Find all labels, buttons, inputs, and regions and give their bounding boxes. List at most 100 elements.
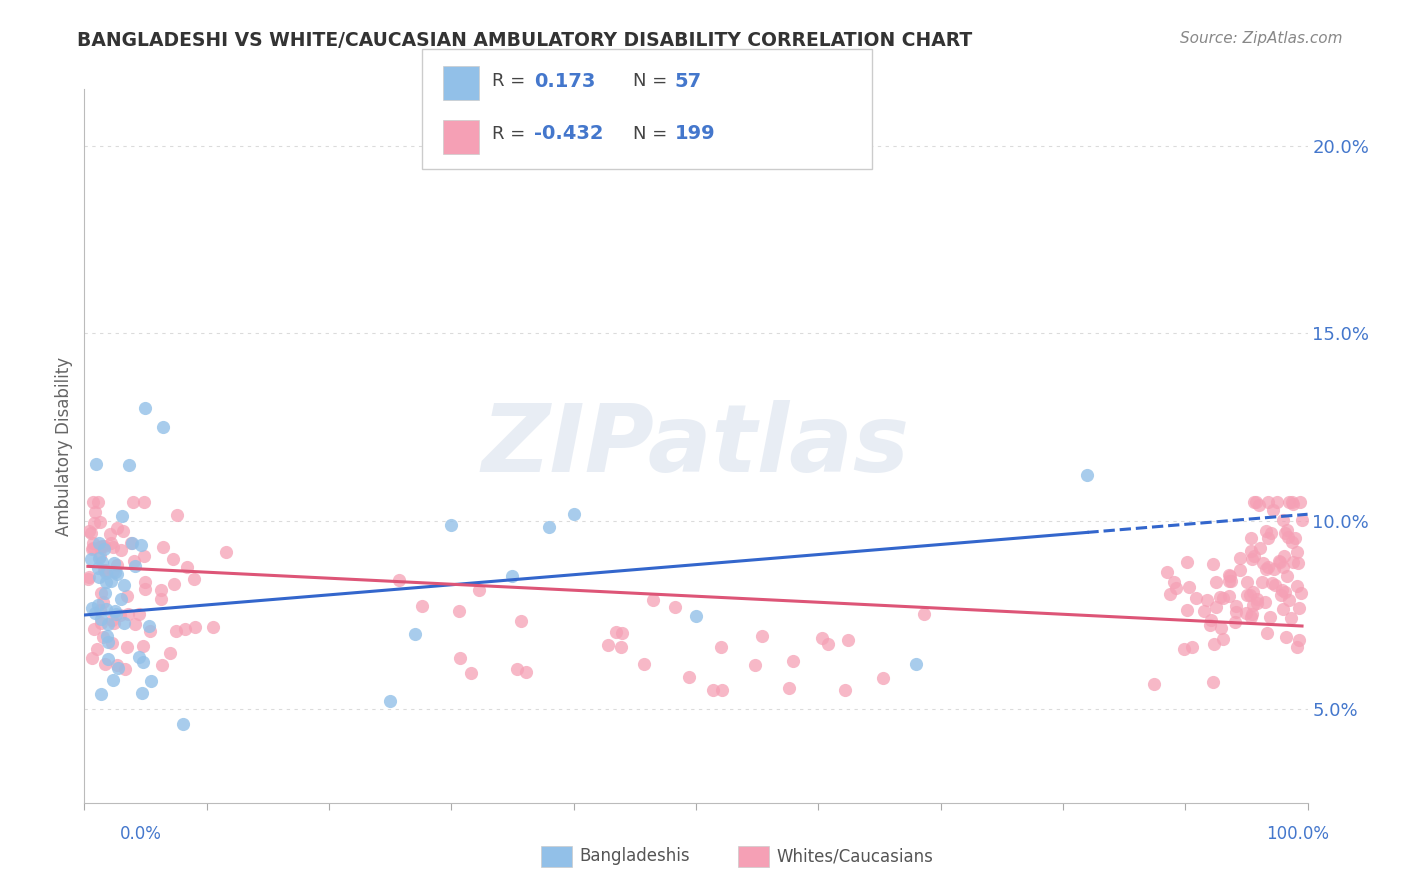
Point [86, 457, 108, 471]
Point [1218, 567, 1240, 582]
Point [1163, 574, 1185, 589]
Point [1240, 552, 1263, 566]
Point [1241, 598, 1264, 612]
Point [1251, 556, 1274, 570]
Point [107, 661, 129, 675]
Text: 57: 57 [675, 72, 702, 91]
Point [1256, 524, 1278, 538]
Point [82, 495, 104, 509]
Point [1272, 602, 1295, 616]
Point [104, 565, 127, 579]
Point [1199, 613, 1222, 627]
Point [103, 673, 125, 687]
Point [1159, 586, 1181, 600]
Point [1243, 549, 1265, 563]
Point [105, 567, 128, 582]
Point [1260, 576, 1282, 591]
Point [1246, 591, 1268, 606]
Point [1274, 549, 1296, 563]
Point [89, 535, 111, 549]
Point [1288, 601, 1310, 615]
Point [1282, 497, 1305, 511]
Point [1274, 526, 1296, 541]
Text: N =: N = [633, 72, 672, 90]
Point [1279, 611, 1302, 625]
Point [84, 505, 107, 519]
Point [165, 624, 187, 639]
Point [104, 604, 127, 618]
Point [411, 599, 433, 614]
Point [702, 683, 724, 698]
Point [132, 549, 155, 563]
Point [91, 595, 114, 609]
Point [82, 601, 104, 615]
Point [1281, 535, 1303, 549]
Point [1181, 640, 1204, 654]
Point [105, 558, 128, 572]
Point [90, 555, 112, 569]
Point [562, 507, 585, 521]
Point [86, 561, 108, 575]
Point [110, 591, 132, 606]
Point [1175, 603, 1198, 617]
Point [115, 589, 138, 603]
Point [1260, 610, 1282, 624]
Point [150, 592, 173, 607]
Point [1275, 630, 1298, 644]
Point [93, 540, 115, 554]
Point [1197, 593, 1219, 607]
Point [202, 620, 225, 634]
Point [89, 549, 111, 564]
Point [94, 566, 117, 581]
Point [1251, 575, 1274, 590]
Point [1218, 589, 1240, 603]
Text: -0.432: -0.432 [534, 124, 603, 144]
Text: BANGLADESHI VS WHITE/CAUCASIAN AMBULATORY DISABILITY CORRELATION CHART: BANGLADESHI VS WHITE/CAUCASIAN AMBULATOR… [77, 31, 973, 50]
Point [166, 508, 188, 522]
Point [449, 651, 471, 665]
Point [643, 593, 665, 607]
Point [1076, 468, 1098, 483]
Point [122, 554, 145, 568]
Point [1254, 562, 1277, 576]
Point [1240, 607, 1263, 621]
Point [80, 651, 103, 665]
Point [1225, 615, 1247, 629]
Point [1205, 575, 1227, 590]
Point [1225, 605, 1247, 619]
Point [810, 631, 832, 645]
Point [1240, 610, 1263, 624]
Point [100, 636, 122, 650]
Point [150, 582, 173, 597]
Point [100, 574, 122, 588]
Text: R =: R = [492, 125, 531, 143]
Point [104, 607, 127, 621]
Point [1143, 677, 1166, 691]
Point [1263, 503, 1285, 517]
Point [132, 495, 155, 509]
Point [664, 599, 686, 614]
Point [183, 572, 205, 586]
Point [1270, 588, 1292, 602]
Point [134, 401, 156, 416]
Point [121, 495, 143, 509]
Point [1274, 585, 1296, 599]
Point [1208, 590, 1230, 604]
Point [1253, 595, 1275, 609]
Point [404, 627, 426, 641]
Point [1225, 599, 1247, 613]
Point [1264, 577, 1286, 591]
Point [1243, 495, 1265, 509]
Y-axis label: Ambulatory Disability: Ambulatory Disability [55, 357, 73, 535]
Point [1236, 588, 1258, 602]
Point [1291, 586, 1313, 600]
Point [100, 535, 122, 549]
Point [610, 640, 633, 654]
Point [678, 670, 700, 684]
Point [128, 650, 150, 665]
Point [94, 574, 117, 589]
Point [97, 635, 120, 649]
Point [131, 686, 153, 700]
Point [108, 607, 131, 622]
Point [1272, 560, 1295, 574]
